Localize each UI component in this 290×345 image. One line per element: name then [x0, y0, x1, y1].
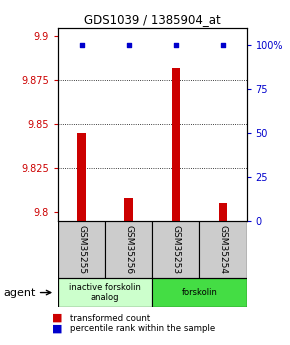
Text: GSM35255: GSM35255 [77, 225, 86, 274]
Bar [172, 68, 180, 221]
Text: ■: ■ [52, 324, 63, 333]
Text: GSM35256: GSM35256 [124, 225, 133, 274]
Text: forskolin: forskolin [182, 288, 217, 297]
Bar [58, 221, 105, 278]
Text: inactive forskolin
analog: inactive forskolin analog [69, 283, 141, 302]
Text: transformed count: transformed count [70, 314, 150, 323]
Bar [124, 198, 133, 221]
Text: percentile rank within the sample: percentile rank within the sample [70, 324, 215, 333]
Bar [77, 133, 86, 221]
Bar [58, 278, 152, 307]
Text: agent: agent [3, 288, 35, 297]
Bar [105, 221, 152, 278]
Point [79, 42, 84, 48]
Text: ■: ■ [52, 313, 63, 323]
Point [126, 42, 131, 48]
Text: GSM35253: GSM35253 [171, 225, 180, 274]
Bar [200, 221, 246, 278]
Point [221, 42, 225, 48]
Point [173, 42, 178, 48]
Text: GSM35254: GSM35254 [218, 225, 227, 274]
Bar [219, 203, 227, 221]
Bar [152, 278, 246, 307]
Bar [152, 221, 200, 278]
Title: GDS1039 / 1385904_at: GDS1039 / 1385904_at [84, 13, 221, 27]
